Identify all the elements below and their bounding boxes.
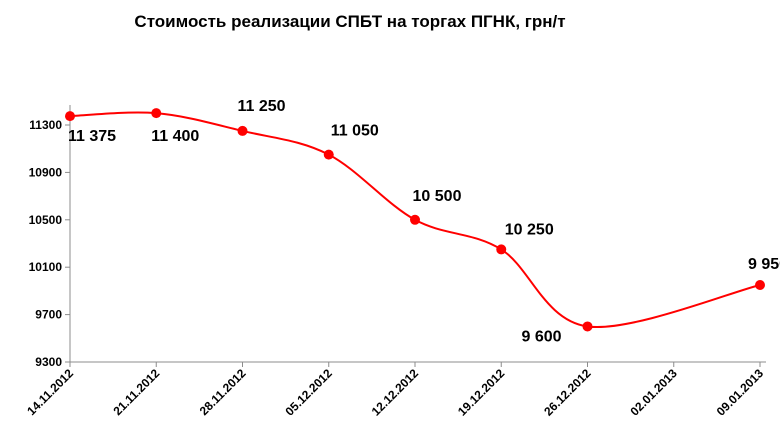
data-label: 10 500 bbox=[413, 188, 462, 205]
y-tick-label: 9700 bbox=[35, 308, 62, 322]
data-points bbox=[65, 108, 765, 332]
data-point bbox=[237, 125, 248, 136]
data-label: 9 950 bbox=[748, 256, 780, 273]
x-tick-label: 12.12.2012 bbox=[369, 366, 422, 419]
y-tick-label: 10500 bbox=[29, 213, 63, 227]
data-point bbox=[65, 111, 75, 122]
data-point bbox=[151, 108, 162, 119]
data-point bbox=[410, 214, 420, 225]
data-point bbox=[582, 321, 593, 332]
data-point bbox=[496, 244, 507, 255]
data-labels: 11 375 11 400 11 250 11 050 10 500 10 250 9 60… bbox=[68, 98, 780, 346]
y-tick-label: 9300 bbox=[35, 355, 62, 369]
x-tick-label: 14.11.2012 bbox=[24, 366, 76, 418]
data-point bbox=[323, 149, 334, 160]
y-tick-label: 10900 bbox=[29, 165, 63, 179]
data-label: 11 050 bbox=[331, 123, 379, 140]
x-tick-label: 05.12.2012 bbox=[283, 366, 336, 419]
y-tick-label: 10100 bbox=[29, 260, 63, 274]
x-tick-label: 28.11.2012 bbox=[197, 366, 249, 418]
axes: 9300 9700 10100 10500 10900 11300 14.11.2012 21… bbox=[24, 105, 766, 419]
x-tick-label: 21.11.2012 bbox=[110, 366, 162, 418]
x-tick-label: 26.12.2012 bbox=[541, 366, 594, 419]
data-point bbox=[755, 279, 765, 290]
y-tick-label: 11300 bbox=[29, 118, 62, 132]
x-tick-label: 19.12.2012 bbox=[455, 366, 508, 419]
data-label: 9 600 bbox=[521, 328, 561, 345]
x-tick-label: 09.01.2013 bbox=[714, 366, 767, 419]
chart-title: Стоимость реализации СПБТ на торгах ПГНК… bbox=[134, 12, 566, 31]
data-label: 11 250 bbox=[237, 98, 285, 115]
data-label: 10 250 bbox=[505, 221, 554, 238]
data-label: 11 400 bbox=[151, 128, 199, 145]
x-tick-label: 02.01.2013 bbox=[628, 366, 681, 419]
data-label: 11 375 bbox=[68, 128, 116, 145]
